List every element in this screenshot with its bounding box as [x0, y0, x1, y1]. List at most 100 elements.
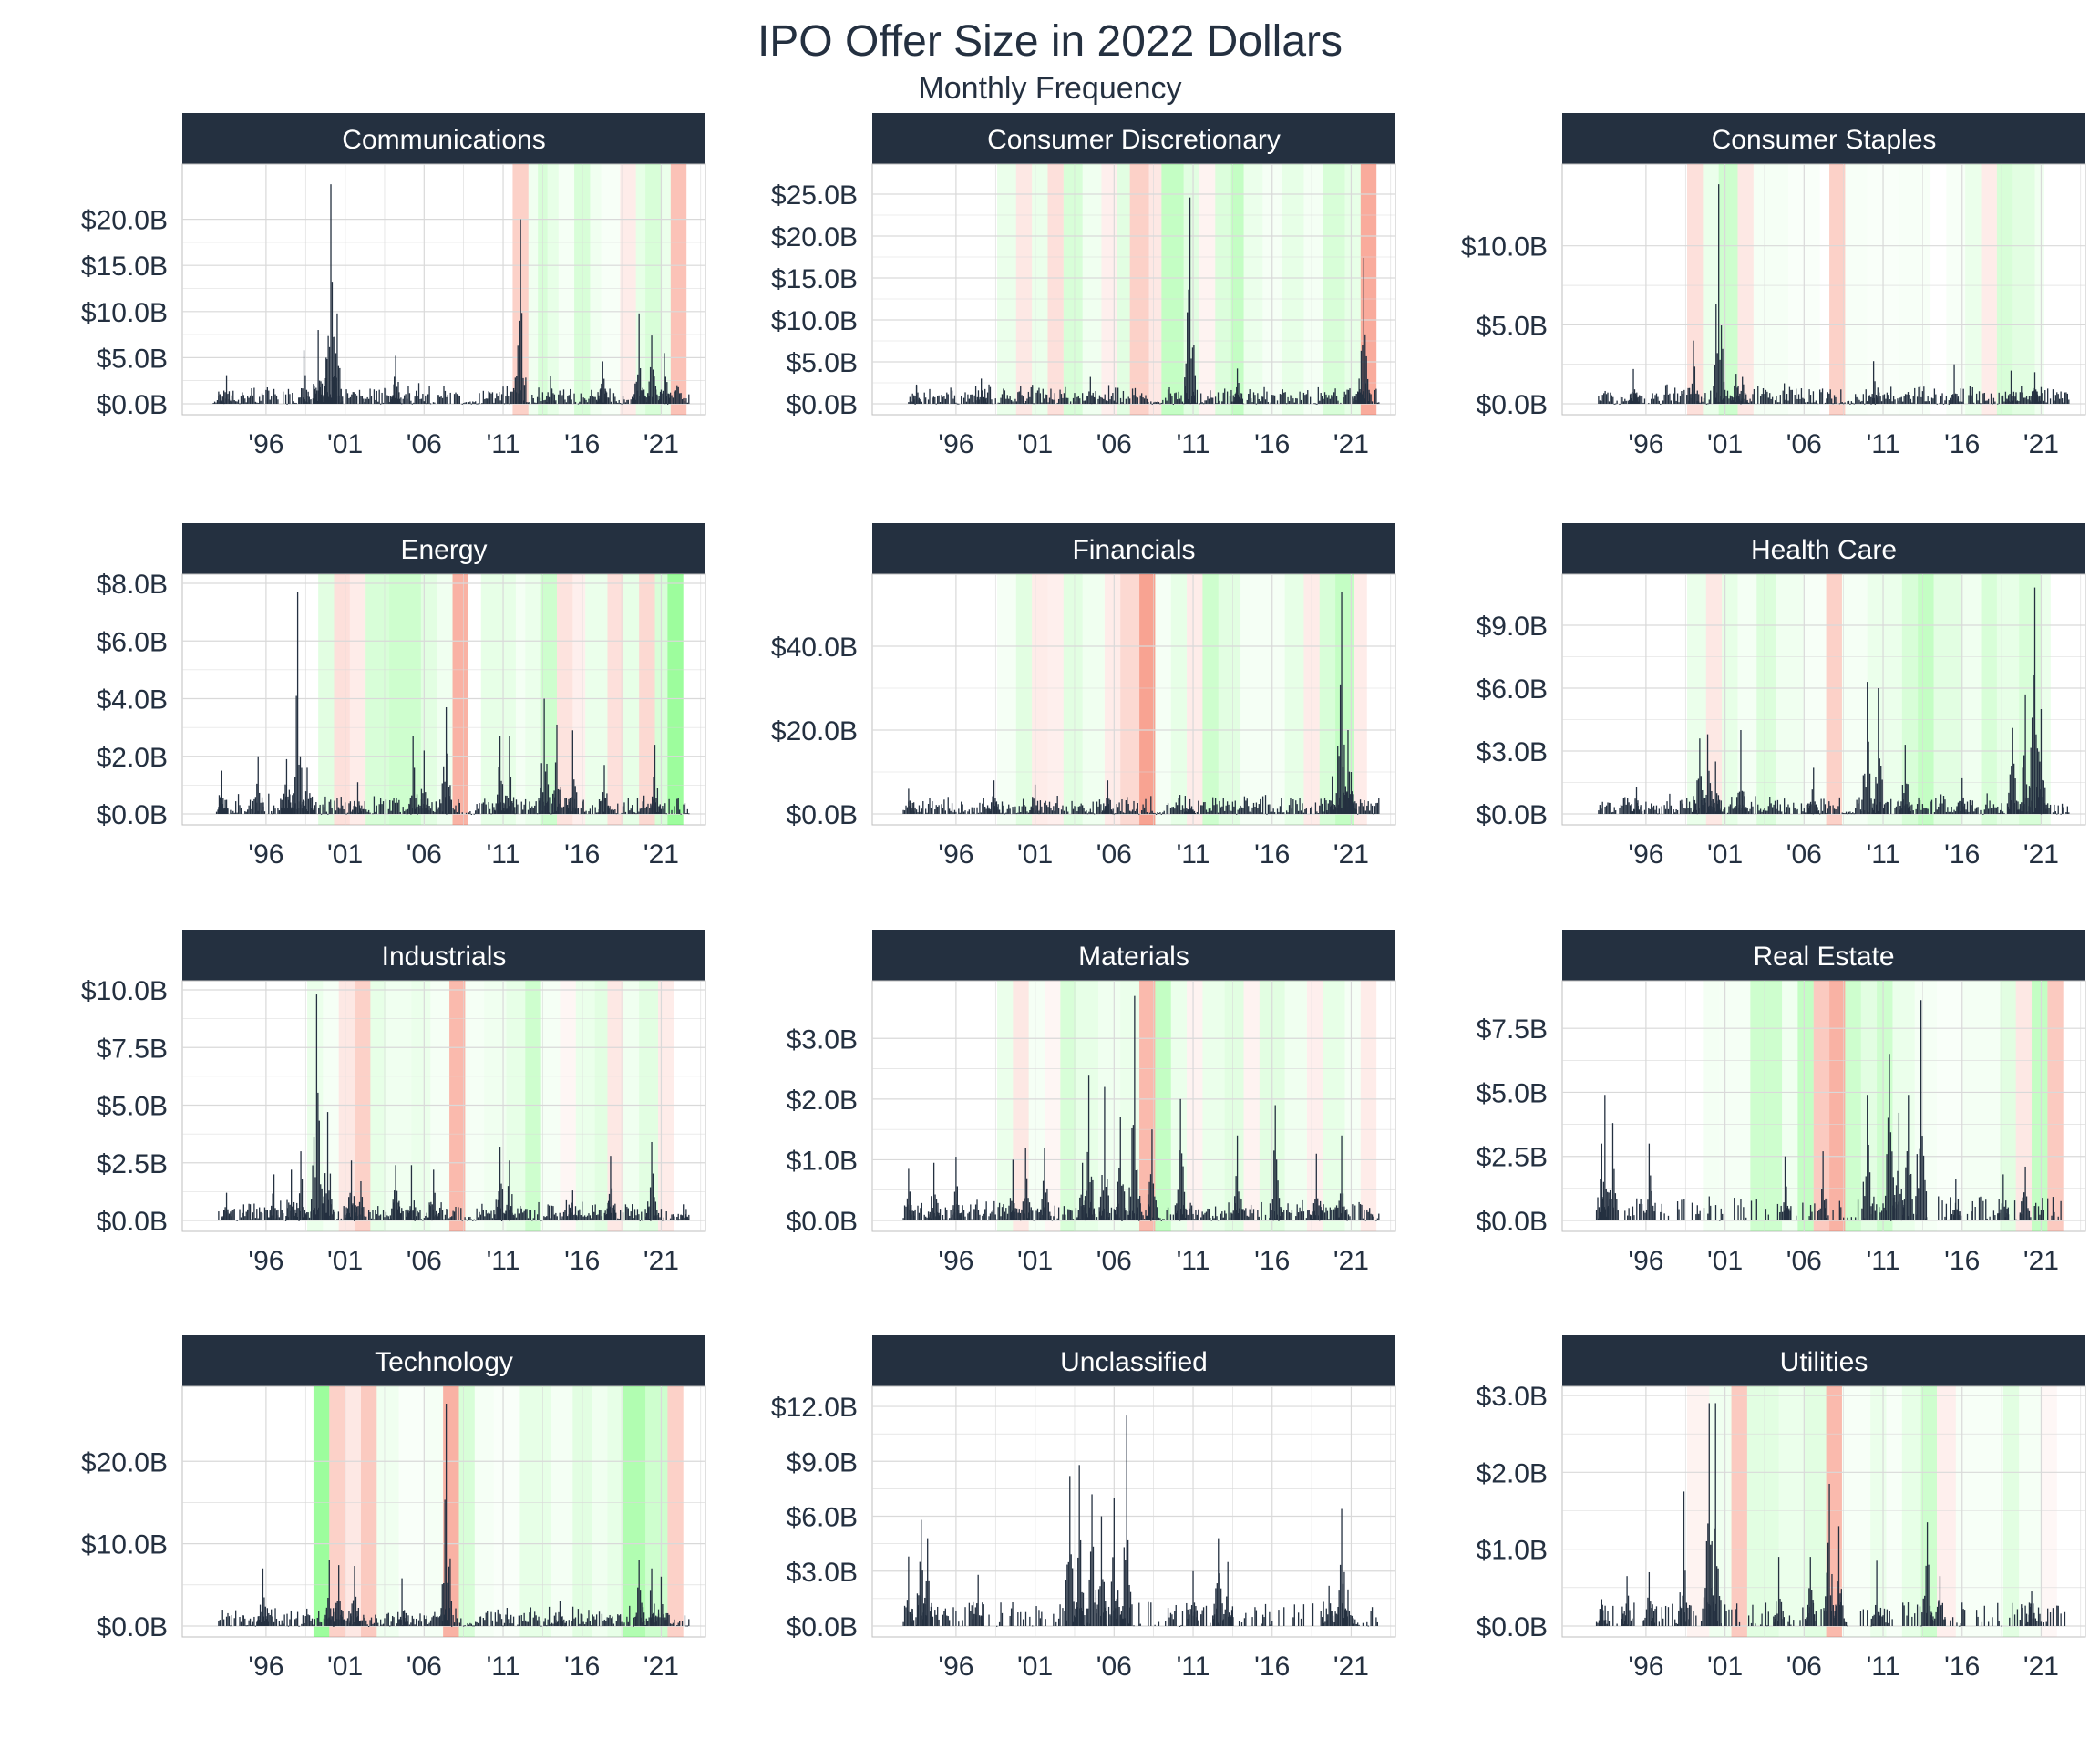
bar	[1975, 393, 1978, 404]
bar	[453, 394, 456, 404]
bar	[1904, 394, 1907, 404]
regime-band	[1782, 981, 1798, 1231]
bar	[540, 1220, 542, 1221]
bar	[641, 390, 643, 404]
bar	[1133, 800, 1135, 814]
bar	[517, 1624, 519, 1626]
bar	[308, 1217, 311, 1220]
bar	[564, 798, 566, 814]
bar	[253, 387, 255, 404]
bar	[1719, 359, 1721, 404]
bar	[1012, 807, 1014, 814]
bar	[1236, 1135, 1239, 1220]
bar	[363, 1614, 365, 1626]
bar	[1221, 1603, 1223, 1626]
bar	[1722, 1213, 1724, 1220]
bar	[1781, 811, 1783, 814]
bar	[946, 1210, 948, 1220]
regime-band	[329, 1386, 345, 1637]
bar	[1334, 388, 1336, 404]
bar	[1675, 400, 1677, 404]
bar	[1208, 1209, 1210, 1220]
bar	[373, 1219, 376, 1220]
bar	[1134, 810, 1137, 814]
bar	[277, 399, 279, 404]
bar	[1067, 397, 1069, 404]
bar	[1862, 1181, 1865, 1220]
bar	[1855, 808, 1857, 814]
bar	[603, 765, 605, 814]
bar	[1125, 398, 1127, 404]
bar	[555, 1212, 557, 1220]
bar	[399, 1616, 402, 1626]
bar	[1736, 387, 1738, 404]
bar	[1774, 400, 1776, 404]
bar	[420, 1219, 423, 1220]
panel-background	[181, 163, 706, 416]
bar	[1654, 395, 1656, 404]
bar	[1127, 396, 1129, 404]
bar	[317, 1092, 319, 1220]
regime-band	[1148, 164, 1162, 415]
bar	[2018, 809, 2020, 814]
bar	[1678, 402, 1680, 404]
bar	[1245, 1208, 1247, 1220]
bar	[427, 394, 429, 404]
bar	[1786, 1205, 1789, 1220]
bar	[917, 398, 919, 404]
bar	[1237, 809, 1239, 814]
bar	[1191, 347, 1194, 404]
bar	[1376, 802, 1378, 814]
bar	[968, 809, 971, 814]
bar	[1077, 1557, 1079, 1626]
bar	[2028, 396, 2031, 404]
regime-band	[1978, 1386, 2003, 1637]
bar	[1980, 403, 1982, 405]
bar	[644, 396, 646, 404]
bar	[1154, 1196, 1156, 1220]
bar	[607, 1617, 610, 1626]
bar	[331, 398, 333, 404]
bar	[1894, 399, 1896, 404]
bar	[386, 1613, 388, 1626]
y-tick-label: $7.5B	[97, 1034, 168, 1064]
bar	[627, 1621, 629, 1626]
regime-band	[1303, 164, 1323, 415]
bar	[248, 1203, 250, 1220]
bar	[1181, 401, 1184, 404]
bar	[226, 808, 228, 814]
bar	[1273, 812, 1276, 814]
bar	[1796, 398, 1798, 404]
bar	[958, 808, 960, 814]
bar	[1122, 1184, 1124, 1220]
bar	[1067, 1561, 1069, 1626]
bar	[288, 789, 290, 814]
bar	[1135, 1170, 1137, 1220]
bar	[1978, 1197, 1981, 1220]
regime-band	[1015, 164, 1033, 415]
bar	[1076, 1602, 1077, 1626]
bar	[602, 1620, 604, 1626]
bar	[1757, 804, 1759, 814]
bar	[410, 813, 412, 815]
regime-band	[1063, 164, 1083, 415]
bar	[263, 1207, 266, 1220]
bar	[1710, 390, 1712, 404]
bar	[274, 394, 276, 404]
bar	[1137, 1169, 1138, 1220]
bar	[1629, 399, 1631, 404]
bar	[1766, 810, 1768, 814]
bar	[381, 804, 383, 814]
bar	[1219, 800, 1220, 814]
bar	[1742, 376, 1744, 404]
bar	[1351, 1615, 1353, 1626]
bar	[638, 1214, 640, 1220]
bar	[980, 1616, 982, 1626]
bar	[981, 378, 983, 404]
bar	[1824, 402, 1827, 404]
bar	[1667, 808, 1670, 814]
bar	[1635, 394, 1637, 404]
bar	[429, 808, 432, 814]
bar	[1918, 1188, 1920, 1220]
x-tick-label: '06	[1786, 429, 1822, 459]
